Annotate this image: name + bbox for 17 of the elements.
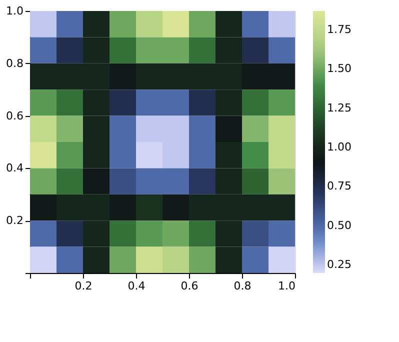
x-tick-label: 0.8 xyxy=(234,280,252,292)
color-bar-label: 0.50 xyxy=(327,218,352,232)
x-tick-label: 0.6 xyxy=(180,280,198,292)
y-tick-label: 0.8 xyxy=(6,56,24,70)
color-bar-label: 1.25 xyxy=(327,101,352,114)
x-tick-label: 0.4 xyxy=(128,280,146,292)
y-tick-label: 0.4 xyxy=(6,162,24,175)
x-tick-label: 0.2 xyxy=(74,280,92,292)
color-bar-label: 1.75 xyxy=(327,22,352,36)
color-bar-label: 0.75 xyxy=(327,180,352,193)
y-tick-label: 0.6 xyxy=(6,109,24,122)
color-bar-label: 1.00 xyxy=(327,140,352,154)
x-tick-label: 1.0 xyxy=(278,280,296,292)
color-bar-label: 0.25 xyxy=(327,258,352,272)
y-tick-label: 1.0 xyxy=(6,4,24,18)
color-bar-label: 1.50 xyxy=(327,62,352,76)
y-tick-label: 0.2 xyxy=(6,214,24,228)
